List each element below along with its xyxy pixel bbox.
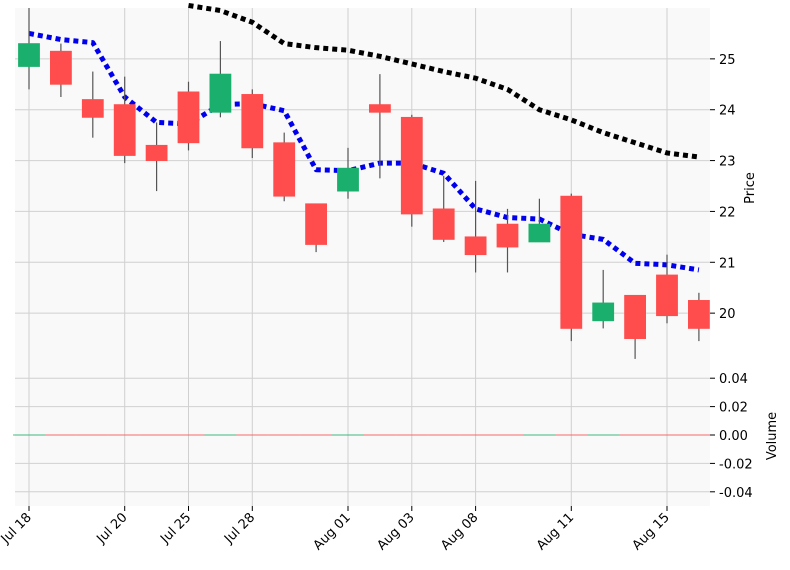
price-axis-title: Price [743,172,758,204]
volume-bar [172,434,205,436]
candle-body-down [273,142,296,197]
volume-tick-label: -0.04 [719,486,753,501]
candle-body-down [145,144,168,161]
volume-bar [459,434,492,436]
volume-bar [427,434,460,436]
volume-bar [140,434,173,436]
candle-body-down [560,195,583,329]
price-tick-label: 25 [719,53,736,68]
volume-tick-label: 0.00 [719,429,748,444]
volume-bar [108,434,141,436]
candle-body-down [81,99,104,118]
candle-body-down [50,50,72,85]
x-tick-label: Jul 18 [0,510,35,547]
candle-body-down [305,203,328,245]
candle-body-down [113,104,136,156]
candle-body-down [496,223,519,248]
volume-bar [13,434,45,436]
x-tick-label: Jul 25 [157,510,194,547]
volume-bar [363,434,396,436]
volume-bars [13,434,715,436]
ma-short-line [28,30,700,273]
candle-body-up [209,73,232,113]
candle-body-down [400,116,423,215]
candle-body-up [18,43,40,67]
volume-bar [332,434,364,436]
moving-averages [28,2,700,273]
x-tick-label: Aug 11 [534,510,577,553]
candle-body-up [528,223,551,243]
volume-bar [555,434,588,436]
candle-body-down [656,274,678,317]
price-tick-label: 21 [719,256,736,271]
volume-bar [300,434,333,436]
price-tick-label: 22 [719,205,736,220]
candle-body-up [337,167,359,192]
volume-bar [236,434,269,436]
x-tick-label: Aug 03 [374,510,417,553]
ma-long-line [188,2,700,160]
volume-bar [651,434,683,436]
volume-bar [491,434,524,436]
candle-body-down [368,104,391,113]
x-tick-label: Aug 01 [311,510,354,553]
candle-body-down [624,294,646,339]
volume-tick-label: 0.02 [719,401,748,416]
x-tick-label: Jul 20 [94,510,131,547]
volume-axis-title: Volume [765,412,780,460]
price-tick-label: 24 [719,104,736,119]
volume-bar [523,434,556,436]
price-tick-label: 23 [719,155,736,170]
candle-body-up [592,302,615,322]
x-tick-label: Aug 15 [630,510,673,553]
price-tick-label: 20 [719,307,736,322]
candle-body-down [241,94,264,149]
candle-body-down [432,208,455,240]
volume-tick-label: -0.02 [719,457,753,472]
volume-bar [619,434,652,436]
volume-bar [682,434,715,436]
candle-body-down [464,236,487,256]
candles [18,8,710,359]
x-tick-label: Jul 28 [221,510,258,547]
volume-bar [204,434,237,436]
volume-tick-label: 0.04 [719,372,748,387]
volume-bar [44,434,77,436]
candle-body-down [688,300,710,329]
volume-bar [587,434,620,436]
candle-body-down [177,91,200,144]
volume-bar [268,434,301,436]
volume-bar [395,434,428,436]
x-tick-label: Aug 08 [438,510,481,553]
volume-bar [76,434,109,436]
